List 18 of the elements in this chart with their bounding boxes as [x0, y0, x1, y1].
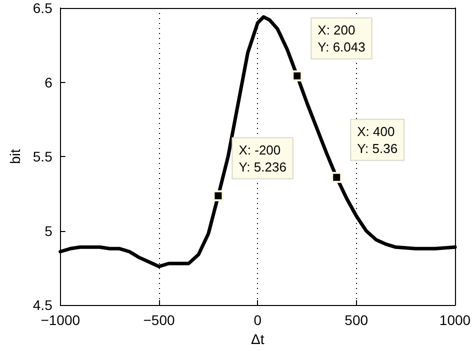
y-tick-label: 6.5	[32, 0, 53, 16]
point	[212, 190, 224, 202]
point	[292, 70, 303, 82]
annotation: X: 400 Y: 5.36	[357, 124, 398, 156]
y-tick-label: 4.5	[32, 297, 53, 314]
x-tick-label: 0	[254, 312, 262, 328]
x-tick-label: 1000	[439, 312, 471, 328]
annotation: X: 200 Y: 6.043	[318, 22, 366, 54]
x-tick-label: −500	[143, 312, 175, 328]
y-tick-label: 5.5	[32, 148, 53, 165]
x-axis-title: Δt	[251, 331, 264, 347]
x-tick-label: −1000	[40, 312, 80, 328]
point	[331, 172, 342, 183]
x-tick-label: 500	[344, 312, 368, 328]
y-tick-label: 6	[44, 74, 53, 90]
annotation: X: -200 Y: 5.236	[238, 142, 286, 174]
y-axis-title: bit	[7, 149, 23, 164]
y-tick-label: 5	[44, 222, 53, 239]
